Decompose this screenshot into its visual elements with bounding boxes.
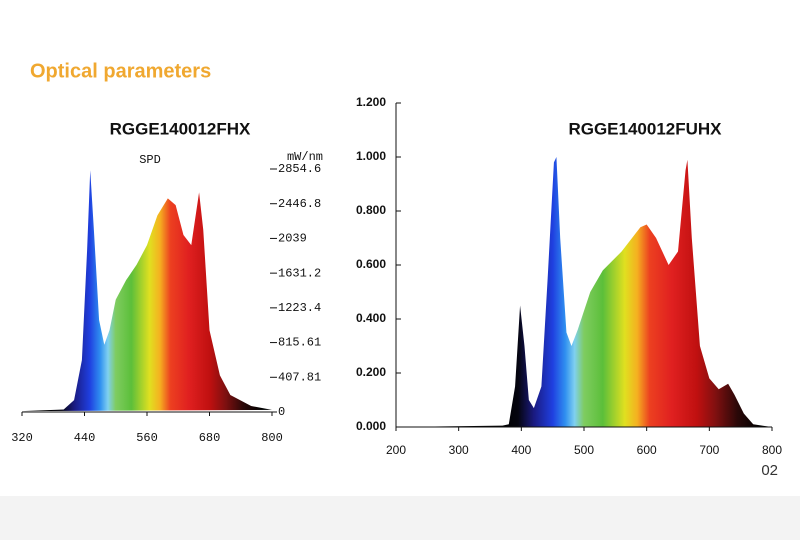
y-tick-label: 2446.8 bbox=[278, 197, 321, 211]
x-tick-label: 800 bbox=[261, 431, 283, 445]
y-tick-label: 1.000 bbox=[356, 149, 386, 163]
x-tick-label: 400 bbox=[511, 443, 531, 457]
y-tick-label: 0.000 bbox=[356, 419, 386, 433]
y-tick-label: 0 bbox=[278, 405, 285, 419]
spectrum-area bbox=[396, 157, 772, 427]
x-tick-label: 680 bbox=[199, 431, 221, 445]
x-tick-label: 600 bbox=[637, 443, 657, 457]
chart-title: RGGE140012FHX bbox=[110, 119, 251, 138]
y-tick-label: 1631.2 bbox=[278, 266, 321, 280]
y-tick-label: 0.400 bbox=[356, 311, 386, 325]
chart-title: RGGE140012FUHX bbox=[568, 119, 722, 138]
y-tick-label: 0.600 bbox=[356, 257, 386, 271]
chart-subtitle: SPD bbox=[139, 153, 161, 167]
y-tick-label: 0.800 bbox=[356, 203, 386, 217]
x-tick-label: 320 bbox=[11, 431, 33, 445]
y-tick-label: 1.200 bbox=[356, 95, 386, 109]
section-title: Optical parameters bbox=[30, 60, 211, 82]
y-tick-label: 815.61 bbox=[278, 336, 321, 350]
y-tick-label: 0.200 bbox=[356, 365, 386, 379]
footer-band bbox=[0, 496, 800, 540]
y-tick-label: 1223.4 bbox=[278, 301, 321, 315]
y-axis-label: mW/nm bbox=[287, 150, 323, 164]
x-tick-label: 440 bbox=[74, 431, 96, 445]
y-tick-label: 2854.6 bbox=[278, 162, 321, 176]
y-tick-label: 407.81 bbox=[278, 370, 321, 384]
x-tick-label: 800 bbox=[762, 443, 782, 457]
x-tick-label: 700 bbox=[699, 443, 719, 457]
spectrum-area bbox=[22, 170, 272, 412]
page-number: 02 bbox=[761, 462, 778, 479]
y-tick-label: 2039 bbox=[278, 232, 307, 246]
x-tick-label: 500 bbox=[574, 443, 594, 457]
x-tick-label: 300 bbox=[449, 443, 469, 457]
x-tick-label: 200 bbox=[386, 443, 406, 457]
x-tick-label: 560 bbox=[136, 431, 158, 445]
